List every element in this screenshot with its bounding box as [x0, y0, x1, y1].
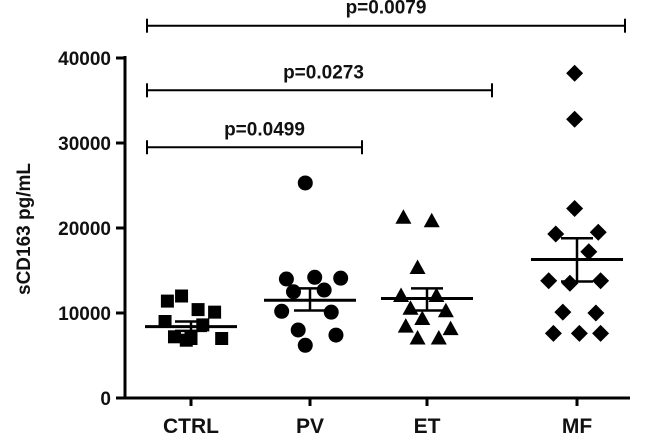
significance-brackets: p=0.0499 p=0.0273 p=0.0079 [146, 0, 626, 155]
y-tick-label: 40000 [58, 49, 111, 70]
data-point-circle [278, 271, 294, 287]
mean-sem-bars [145, 236, 623, 333]
y-axis-ticks: 0 10000 20000 30000 40000 [58, 49, 125, 410]
data-point-diamond [561, 274, 579, 292]
comparison-bracket-3: p=0.0079 [146, 0, 626, 33]
mean-sem-pv [264, 287, 356, 312]
data-point-triangle [430, 330, 447, 345]
data-point-square [158, 315, 172, 328]
mean-sem-et [381, 287, 473, 312]
data-point-circle [297, 175, 313, 191]
data-point-circle [307, 269, 323, 285]
data-point-triangle [423, 212, 440, 228]
data-point-triangle [395, 209, 412, 224]
x-tick-label-ctrl: CTRL [163, 415, 219, 438]
x-tick-label-pv: PV [296, 415, 324, 438]
data-point-square [208, 305, 222, 319]
data-point-diamond [592, 324, 610, 342]
data-point-diamond [566, 64, 584, 82]
p-value-label: p=0.0273 [283, 62, 364, 83]
comparison-bracket-1: p=0.0499 [146, 119, 363, 155]
data-point-circle [328, 327, 344, 343]
data-point-triangle [414, 310, 431, 325]
data-point-diamond [589, 223, 607, 241]
y-tick-label: 20000 [58, 219, 111, 240]
data-point-triangle [409, 330, 426, 345]
data-point-diamond [587, 304, 605, 322]
data-point-square [179, 333, 193, 347]
comparison-bracket-2: p=0.0273 [146, 62, 493, 98]
data-point-diamond [566, 199, 584, 217]
data-point-diamond [566, 110, 584, 128]
data-point-circle [333, 270, 349, 286]
data-point-square [160, 294, 174, 308]
data-point-circle [297, 337, 313, 353]
data-point-diamond [592, 272, 610, 290]
data-point-square [215, 332, 229, 345]
mean-sem-mf [531, 236, 623, 283]
y-tick-label: 30000 [58, 134, 111, 155]
data-point-diamond [540, 272, 558, 290]
data-point-diamond [554, 303, 572, 321]
data-point-diamond [570, 324, 588, 342]
mean-sem-ctrl [145, 320, 237, 333]
data-point-square [191, 303, 205, 317]
data-point-circle [290, 322, 306, 338]
data-point-triangle [402, 300, 419, 315]
y-tick-label: 0 [100, 389, 111, 410]
x-tick-label-et: ET [414, 415, 441, 438]
data-point-triangle [437, 302, 454, 318]
y-axis-label: sCD163 pg/mL [14, 163, 35, 295]
data-point-triangle [442, 320, 459, 336]
x-axis-category-labels: CTRL PV ET MF [163, 398, 592, 438]
data-points [158, 64, 610, 353]
p-value-label: p=0.0079 [346, 0, 427, 19]
data-point-triangle [409, 259, 426, 274]
x-tick-label-mf: MF [562, 415, 592, 438]
y-tick-label: 10000 [58, 304, 111, 325]
data-point-square [175, 289, 189, 303]
data-point-diamond [547, 225, 565, 243]
data-point-diamond [544, 324, 562, 342]
data-point-circle [316, 282, 332, 298]
data-point-circle [274, 303, 290, 319]
data-point-circle [323, 304, 339, 320]
data-point-circle [285, 284, 301, 300]
data-point-square [167, 330, 181, 344]
p-value-label: p=0.0499 [224, 119, 305, 140]
data-point-diamond [580, 243, 598, 261]
data-point-triangle [397, 318, 414, 333]
